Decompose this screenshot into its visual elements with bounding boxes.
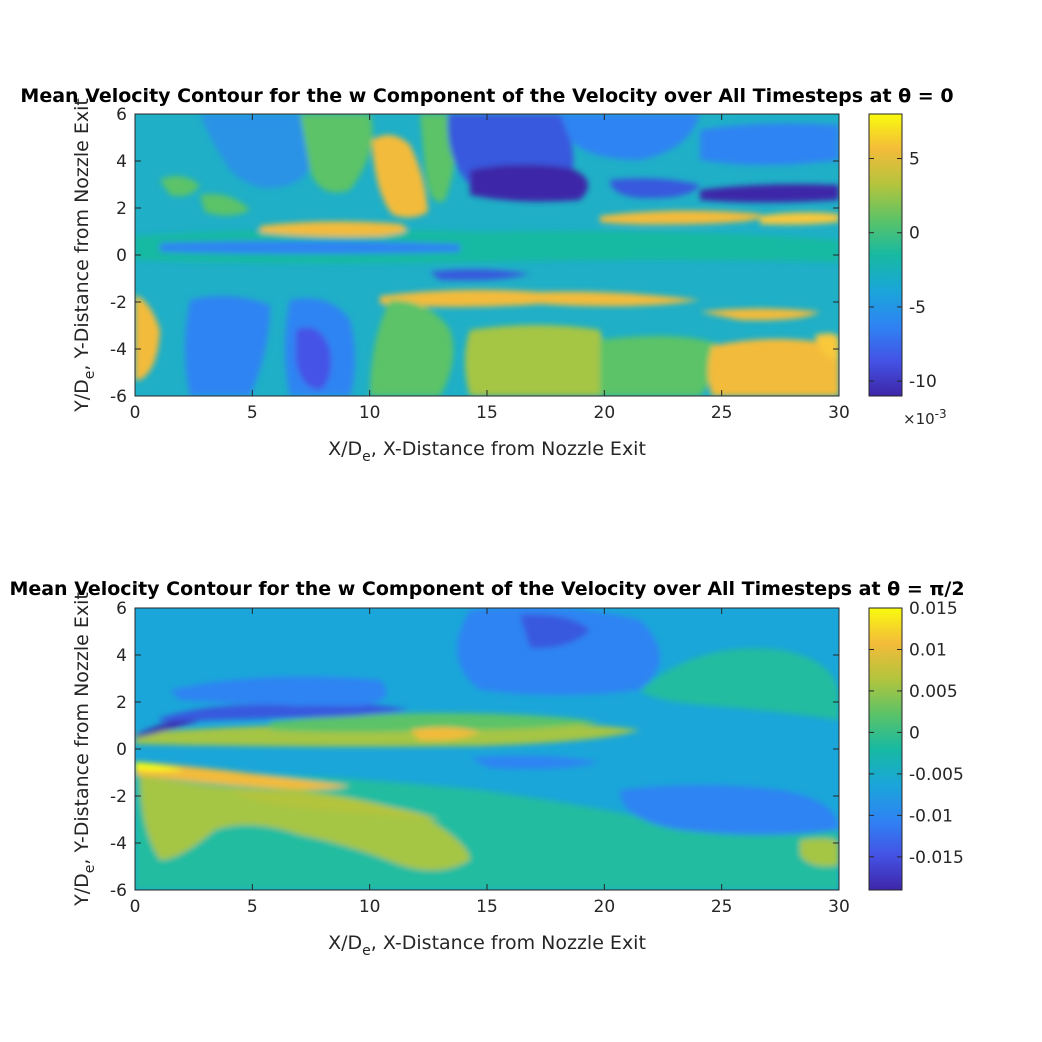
- y-tick-label: 0: [116, 740, 127, 760]
- colorbar-tick-label: 0: [909, 723, 920, 743]
- x-tick-label: 5: [247, 403, 258, 423]
- x-tick-label: 0: [130, 403, 141, 423]
- y-tick-label: -6: [110, 387, 127, 407]
- x-tick-label: 25: [711, 897, 733, 917]
- y-axis-label: Y/De, Y-Distance from Nozzle Exit: [71, 592, 98, 907]
- colorbar-tick-label: -0.005: [909, 765, 964, 785]
- panel-theta-pi-over-2: 0 5 10 15 20 25 30 -6 -4 -2 0 2 4 6 Mean Velocity Con…: [9, 578, 964, 959]
- y-tick-label: -2: [110, 787, 127, 807]
- colorbar-tick-label: 0.005: [909, 682, 958, 702]
- contour-field: [135, 608, 839, 890]
- y-tick-label: -2: [110, 293, 127, 313]
- axes-ticks: 0 5 10 15 20 25 30 -6 -4 -2 0 2 4 6: [110, 105, 850, 423]
- colorbar-tick-label: -0.01: [909, 806, 953, 826]
- x-tick-label: 30: [828, 403, 850, 423]
- chart-title: Mean Velocity Contour for the w Componen…: [9, 578, 964, 600]
- x-tick-label: 15: [476, 897, 498, 917]
- x-tick-label: 10: [359, 897, 381, 917]
- y-tick-label: 2: [116, 199, 127, 219]
- colorbar-ticks: -10 -5 0 5: [869, 150, 937, 392]
- y-tick-label: -4: [110, 834, 127, 854]
- colorbar: -0.015 -0.01 -0.005 0 0.005 0.01 0.015: [868, 599, 964, 891]
- y-tick-label: 4: [116, 646, 127, 666]
- y-tick-label: -4: [110, 340, 127, 360]
- x-tick-label: 15: [476, 403, 498, 423]
- x-tick-label: 20: [594, 897, 616, 917]
- x-tick-label: 25: [711, 403, 733, 423]
- panel-theta-0: 0 5 10 15 20 25 30 -6 -4 -2 0 2 4 6 Mean Velocity Con…: [20, 85, 953, 465]
- x-axis-label: X/De, X-Distance from Nozzle Exit: [328, 932, 646, 959]
- y-tick-label: 6: [116, 105, 127, 125]
- colorbar-tick-label: 0: [909, 224, 920, 244]
- colorbar-tick-label: -10: [909, 372, 937, 392]
- axes-ticks: 0 5 10 15 20 25 30 -6 -4 -2 0 2 4 6: [110, 599, 850, 917]
- colorbar-tick-label: 0.015: [909, 599, 958, 619]
- y-tick-label: 4: [116, 152, 127, 172]
- x-tick-label: 0: [130, 897, 141, 917]
- colorbar-exponent: ×10-3: [903, 407, 947, 428]
- colorbar: -10 -5 0 5 ×10-3: [868, 113, 947, 428]
- contour-field: [135, 114, 839, 396]
- colorbar-ticks: -0.015 -0.01 -0.005 0 0.005 0.01 0.015: [869, 599, 964, 868]
- colorbar-gradient: [868, 607, 903, 891]
- y-tick-label: 0: [116, 246, 127, 266]
- y-tick-label: -6: [110, 881, 127, 901]
- y-tick-label: 6: [116, 599, 127, 619]
- x-tick-label: 5: [247, 897, 258, 917]
- colorbar-tick-label: 0.01: [909, 640, 947, 660]
- colorbar-tick-label: -0.015: [909, 848, 964, 868]
- colorbar-gradient: [868, 113, 903, 397]
- x-tick-label: 20: [594, 403, 616, 423]
- y-axis-label: Y/De, Y-Distance from Nozzle Exit: [71, 98, 98, 413]
- chart-title: Mean Velocity Contour for the w Componen…: [20, 85, 953, 107]
- x-tick-label: 30: [828, 897, 850, 917]
- x-tick-label: 10: [359, 403, 381, 423]
- x-axis-label: X/De, X-Distance from Nozzle Exit: [328, 438, 646, 465]
- colorbar-tick-label: 5: [909, 150, 920, 170]
- y-tick-label: 2: [116, 693, 127, 713]
- colorbar-tick-label: -5: [909, 298, 926, 318]
